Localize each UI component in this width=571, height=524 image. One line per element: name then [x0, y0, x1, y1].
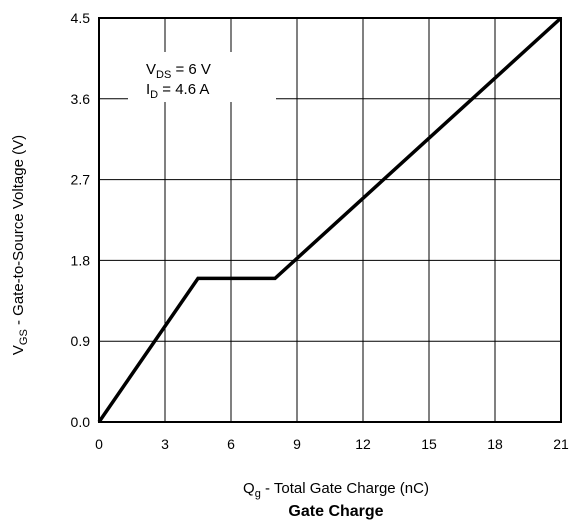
x-axis-title: Qg - Total Gate Charge (nC) — [243, 480, 429, 500]
x-tick-label-6: 18 — [487, 436, 503, 452]
x-tick-label-0: 0 — [95, 436, 103, 452]
x-tick-label-3: 9 — [293, 436, 301, 452]
plot-frame — [98, 17, 562, 423]
x-tick-label-5: 15 — [421, 436, 437, 452]
x-tick-label-4: 12 — [355, 436, 371, 452]
y-tick-label-1: 0.9 — [71, 333, 91, 349]
x-tick-label-2: 6 — [227, 436, 235, 452]
y-tick-labels: 0.0 0.9 1.8 2.7 3.6 4.5 — [71, 10, 91, 430]
annotation-id: ID = 4.6 A — [146, 81, 209, 101]
y-axis-title: VGS - Gate-to-Source Voltage (V) — [10, 135, 30, 355]
annotation-vds: VDS = 6 V — [146, 61, 211, 81]
y-tick-label-2: 1.8 — [71, 252, 91, 268]
x-tick-labels: 0 3 6 9 12 15 18 21 — [95, 436, 569, 452]
x-tick-label-7: 21 — [553, 436, 569, 452]
series-line-vgs — [97, 16, 563, 423]
y-tick-label-3: 2.7 — [71, 172, 91, 188]
y-tick-label-4: 3.6 — [71, 91, 91, 107]
y-tick-label-5: 4.5 — [71, 10, 91, 26]
annotation-background — [128, 52, 276, 102]
x-tick-label-1: 3 — [161, 436, 169, 452]
y-tick-label-0: 0.0 — [71, 414, 91, 430]
chart-caption: Gate Charge — [288, 503, 383, 520]
